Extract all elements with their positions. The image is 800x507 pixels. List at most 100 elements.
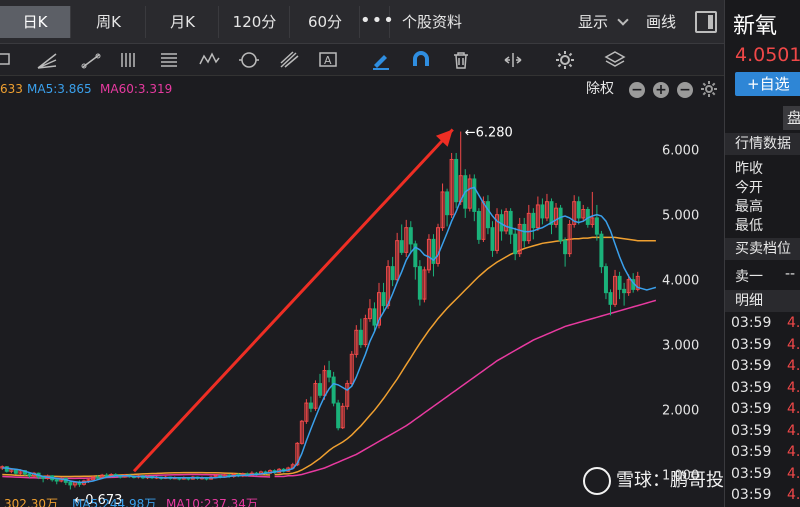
ma-legend: 633 MA5:3.865 MA60:3.319 除权 − + − <box>0 77 724 101</box>
high-label: 最高 <box>735 199 763 215</box>
tick-row: 03:59 4. <box>731 444 800 460</box>
sell1-label: 卖一 <box>735 269 763 285</box>
settings-gear-icon[interactable] <box>701 81 717 105</box>
tick-row: 03:59 4. <box>731 401 800 417</box>
add-watchlist-button[interactable]: +自选 <box>735 72 800 96</box>
tick-time: 03:59 <box>731 487 772 503</box>
candle-body <box>635 275 640 290</box>
candle-body <box>454 158 459 203</box>
gear-icon[interactable] <box>552 48 578 72</box>
sell1-value: -- <box>785 266 796 282</box>
candle-body <box>436 227 441 264</box>
candle-body <box>554 207 559 225</box>
y-tick-label: 1.000 <box>662 469 699 484</box>
line-fan-tool-icon[interactable] <box>34 48 60 72</box>
fibonacci-tool-icon[interactable] <box>156 48 182 72</box>
candlestick-chart[interactable]: 1.000 2.000 3.000 4.000 5.000 6.000 ←6.280 ←0… <box>0 101 724 507</box>
trend-arrow-head <box>435 129 453 147</box>
segment-tool-icon[interactable] <box>78 48 104 72</box>
candle-body <box>531 212 536 229</box>
minus-icon[interactable]: − <box>629 82 645 98</box>
xueqiu-logo <box>583 467 611 495</box>
tab-day-k[interactable]: 日K <box>0 6 71 38</box>
svg-text:A: A <box>324 54 332 67</box>
candle-body <box>431 238 436 264</box>
y-tick-label: 2.000 <box>662 404 699 419</box>
drawing-toolbar: A <box>0 44 724 76</box>
candle-body <box>408 227 413 245</box>
trash-icon[interactable] <box>448 48 474 72</box>
candle-body <box>381 292 386 307</box>
panel-toggle-icon[interactable] <box>695 11 717 33</box>
tick-price: 4. <box>787 358 800 374</box>
tab-60min[interactable]: 60分 <box>291 6 360 38</box>
plus-icon[interactable]: + <box>653 82 669 98</box>
candle-body <box>422 269 427 300</box>
candle-body <box>617 275 622 290</box>
tick-row: 03:59 4. <box>731 487 800 503</box>
candle-body <box>549 201 554 225</box>
more-periods-button[interactable]: ••• <box>360 6 394 38</box>
candle-body <box>504 210 509 232</box>
display-menu[interactable]: 显示 <box>578 6 629 38</box>
candle-body <box>95 476 100 479</box>
tick-time: 03:59 <box>731 422 772 439</box>
candle-body <box>399 240 404 253</box>
candle-body <box>354 329 359 355</box>
cursor-tool-icon[interactable] <box>0 48 16 72</box>
candle-body <box>603 266 608 294</box>
fit-width-icon[interactable] <box>500 48 526 72</box>
tick-time: 03:59 <box>731 315 772 331</box>
candle-body <box>318 383 322 396</box>
tab-120min[interactable]: 120分 <box>220 6 290 38</box>
tick-price: 4. <box>787 401 800 417</box>
candle-body <box>308 402 313 409</box>
volume-ma10: MA10:237.34万 <box>166 497 258 507</box>
candle-body <box>358 329 363 346</box>
pitchfork-tool-icon[interactable] <box>276 48 302 72</box>
section-ticks: 明细 <box>725 290 800 312</box>
parallel-lines-tool-icon[interactable] <box>116 48 142 72</box>
ma-mid-line <box>274 236 656 476</box>
wave-tool-icon[interactable] <box>196 48 222 72</box>
pan-tab[interactable]: 盘 <box>783 106 800 130</box>
chevron-down-icon <box>617 14 629 26</box>
candle-body <box>581 208 586 219</box>
tick-price: 4. <box>787 315 800 331</box>
stock-profile-button[interactable]: 个股资料 <box>401 13 462 31</box>
low-label: 最低 <box>735 218 763 234</box>
tab-month-k[interactable]: 月K <box>147 6 219 38</box>
candle-body <box>417 266 422 300</box>
candle-body <box>563 240 568 255</box>
candle-body <box>372 308 377 326</box>
tick-price: 4. <box>787 422 800 439</box>
candle-body <box>508 210 513 235</box>
ma60-line <box>274 299 657 478</box>
candle-body <box>472 178 477 212</box>
candle-body <box>449 158 454 216</box>
ma5-line <box>2 186 657 484</box>
magnet-icon[interactable] <box>408 48 434 72</box>
candle-body <box>390 266 395 281</box>
pen-icon[interactable] <box>368 48 394 72</box>
candle-body <box>608 292 613 305</box>
volume-value: 302.30万 <box>4 497 58 507</box>
layers-icon[interactable] <box>602 48 628 72</box>
tick-price: 4. <box>787 444 800 460</box>
cycle-tool-icon[interactable] <box>236 48 262 72</box>
prev-close-label: 昨收 <box>735 161 763 177</box>
tick-time: 03:59 <box>731 401 772 417</box>
tab-week-k[interactable]: 周K <box>72 6 146 38</box>
candle-body <box>68 481 73 486</box>
candle-body <box>413 243 418 268</box>
watermark-text: 雪球：鹏哥投研 <box>616 470 742 491</box>
tick-time: 03:59 <box>731 444 772 460</box>
tick-row: 03:59 4. <box>731 379 800 396</box>
tick-time: 03:59 <box>731 379 772 396</box>
close-icon[interactable]: − <box>677 82 693 98</box>
draw-line-button[interactable]: 画线 <box>646 13 677 31</box>
candle-body <box>299 420 304 444</box>
ex-rights-button[interactable]: 除权 <box>586 81 614 97</box>
text-tool-icon[interactable]: A <box>316 48 342 72</box>
candle-body <box>367 308 372 320</box>
